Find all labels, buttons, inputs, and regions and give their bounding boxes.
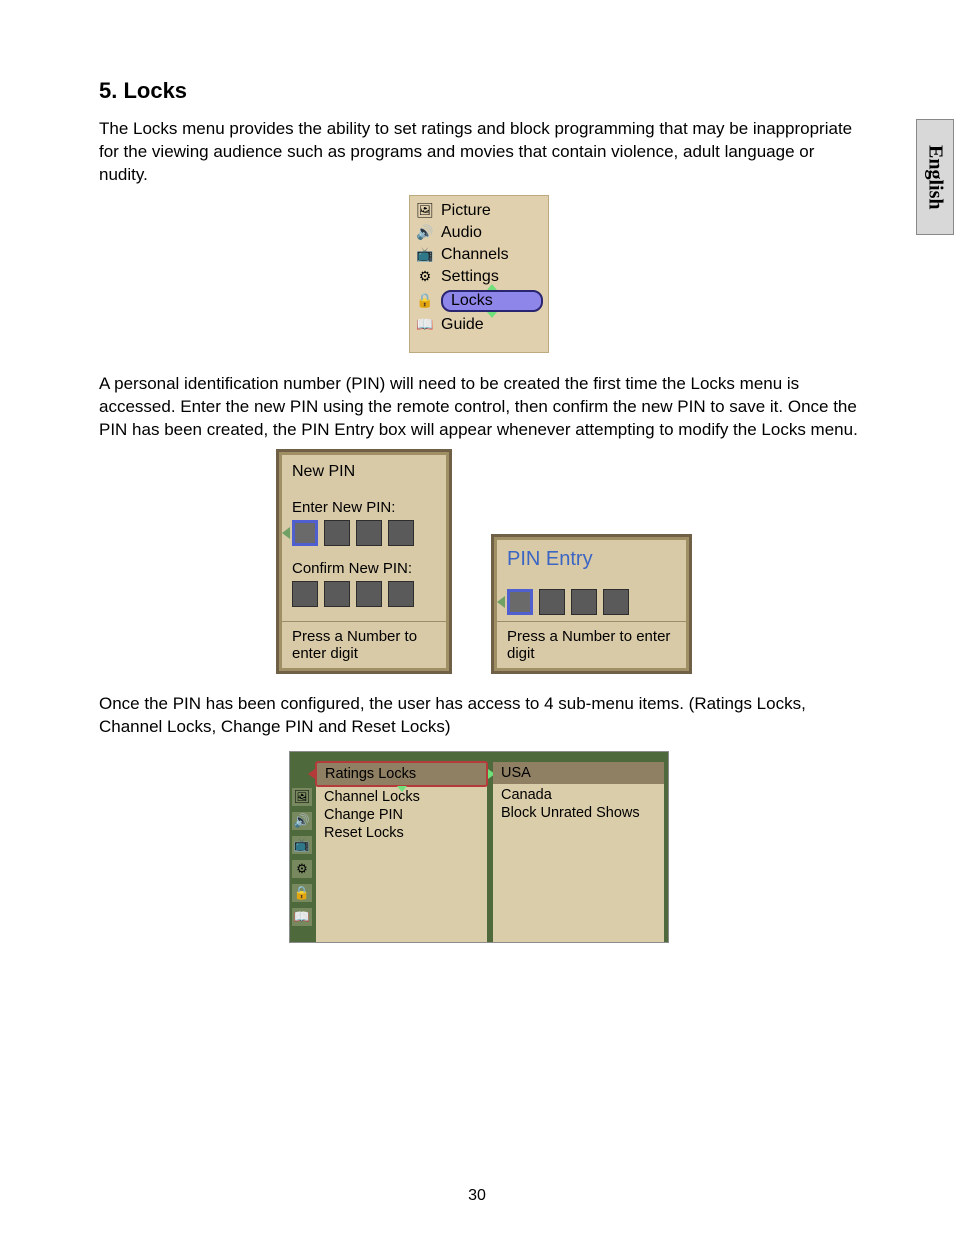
settings-icon: ⚙: [415, 268, 435, 286]
submenu-left-panel: Ratings Locks Channel LocksChange PINRes…: [316, 762, 487, 942]
pin-entry-dialog: PIN Entry Press a Number to enter digit: [494, 537, 689, 672]
menu-item-label: Picture: [441, 202, 543, 220]
pin-digit[interactable]: [388, 581, 414, 607]
pin-digit[interactable]: [356, 520, 382, 546]
guide-icon: 📖: [415, 316, 435, 334]
divider: [282, 621, 446, 622]
audio-icon: 🔊: [415, 224, 435, 242]
sidebar-icon: ⚙: [292, 860, 312, 878]
confirm-new-pin-label: Confirm New PIN:: [292, 560, 436, 577]
usa-label: USA: [501, 765, 531, 781]
menu-item-settings[interactable]: ⚙Settings: [413, 266, 545, 288]
section-title: 5. Locks: [99, 78, 859, 104]
menu-item-audio[interactable]: 🔊 Audio: [413, 222, 545, 244]
page-number: 30: [0, 1187, 954, 1205]
enter-new-pin-label: Enter New PIN:: [292, 499, 436, 516]
pin-dialogs-row: New PIN Enter New PIN: Confirm New PIN: …: [279, 452, 859, 672]
sidebar-icon: 🖼: [292, 788, 312, 806]
pin-paragraph: A personal identification number (PIN) w…: [99, 373, 859, 442]
language-tab: English: [916, 119, 954, 235]
pin-digit[interactable]: [324, 520, 350, 546]
pin-digit[interactable]: [356, 581, 382, 607]
usa-header[interactable]: USA: [493, 762, 664, 784]
confirm-new-pin-digits[interactable]: [292, 581, 436, 607]
menu-item-channels[interactable]: 📺 Channels: [413, 244, 545, 266]
divider: [497, 621, 686, 622]
submenu-right-panel: USA CanadaBlock Unrated Shows: [493, 762, 664, 942]
submenu-item[interactable]: Block Unrated Shows: [501, 804, 656, 822]
page-content: 5. Locks The Locks menu provides the abi…: [99, 78, 859, 943]
sidebar-icon: 🔊: [292, 812, 312, 830]
intro-paragraph: The Locks menu provides the ability to s…: [99, 118, 859, 187]
menu-item-label: Audio: [441, 224, 543, 242]
pin-digit[interactable]: [571, 589, 597, 615]
pin-entry-title: PIN Entry: [507, 548, 676, 571]
menu-item-guide[interactable]: 📖 Guide: [413, 314, 545, 336]
pin-digit[interactable]: [388, 520, 414, 546]
menu-item-label: Locks: [441, 290, 543, 312]
pin-digit[interactable]: [539, 589, 565, 615]
channels-icon: 📺: [415, 246, 435, 264]
new-pin-title: New PIN: [292, 463, 436, 481]
sidebar-icon: 📺: [292, 836, 312, 854]
new-pin-hint: Press a Number to enter digit: [292, 628, 436, 663]
submenu-paragraph: Once the PIN has been configured, the us…: [99, 693, 859, 739]
submenu-icon-column: 🖼 🔊 📺 ⚙ 🔒 📖: [292, 762, 316, 942]
menu-item-picture[interactable]: 🖼 Picture: [413, 200, 545, 222]
picture-icon: 🖼: [415, 202, 435, 220]
submenu-item[interactable]: Reset Locks: [324, 824, 479, 842]
pin-digit[interactable]: [292, 581, 318, 607]
main-menu-figure: 🖼 Picture 🔊 Audio 📺 Channels ⚙Settings 🔒 Locks 📖 G…: [409, 195, 549, 353]
new-pin-dialog: New PIN Enter New PIN: Confirm New PIN: …: [279, 452, 449, 672]
chevron-down-icon: [397, 786, 407, 792]
menu-item-label: Channels: [441, 246, 543, 264]
locks-submenu-figure: 🖼 🔊 📺 ⚙ 🔒 📖 Ratings Locks Channel LocksChange…: [289, 751, 669, 943]
sidebar-icon: 📖: [292, 908, 312, 926]
pin-digit[interactable]: [603, 589, 629, 615]
ratings-locks-header[interactable]: Ratings Locks: [315, 761, 488, 787]
submenu-left-items: Channel LocksChange PINReset Locks: [316, 786, 487, 844]
pin-entry-digits[interactable]: [507, 589, 676, 615]
enter-new-pin-digits[interactable]: [292, 520, 436, 546]
pin-digit[interactable]: [292, 520, 318, 546]
submenu-right-items: CanadaBlock Unrated Shows: [493, 784, 664, 824]
sidebar-icon: 🔒: [292, 884, 312, 902]
language-tab-label: English: [924, 145, 947, 209]
ratings-locks-label: Ratings Locks: [325, 766, 416, 782]
menu-item-locks[interactable]: 🔒 Locks: [413, 288, 545, 314]
locks-icon: 🔒: [415, 292, 435, 310]
pin-digit[interactable]: [324, 581, 350, 607]
pin-digit[interactable]: [507, 589, 533, 615]
submenu-item[interactable]: Canada: [501, 786, 656, 804]
menu-item-label: Guide: [441, 316, 543, 334]
submenu-item[interactable]: Change PIN: [324, 806, 479, 824]
pin-entry-hint: Press a Number to enter digit: [507, 628, 676, 663]
